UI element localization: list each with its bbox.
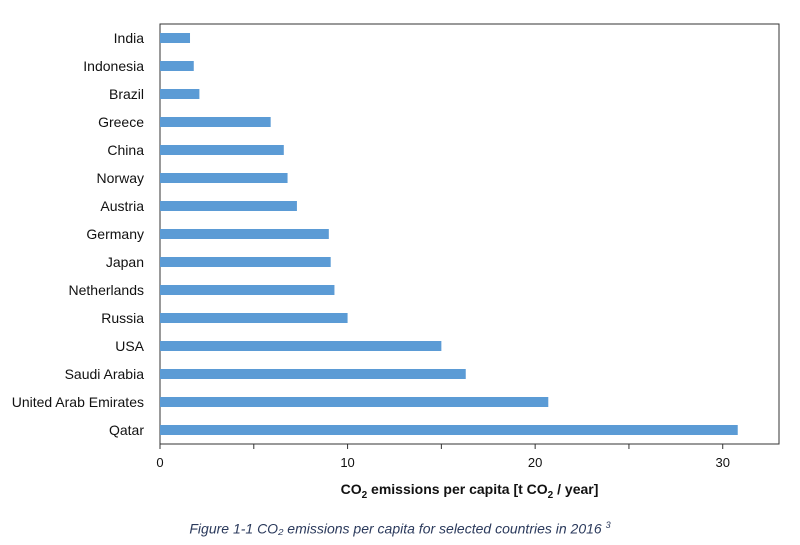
category-label: Brazil xyxy=(109,86,144,102)
bar-greece xyxy=(160,117,271,127)
category-label: USA xyxy=(115,338,144,354)
category-label: Austria xyxy=(100,198,144,214)
x-axis-ticks: 0 10 20 30 xyxy=(156,444,730,470)
x-tick-label: 20 xyxy=(528,455,542,470)
category-label: Saudi Arabia xyxy=(65,366,145,382)
bar-brazil xyxy=(160,89,200,99)
bar-japan xyxy=(160,257,331,267)
bar-norway xyxy=(160,173,288,183)
caption-footnote-ref: 3 xyxy=(605,520,611,530)
bar-russia xyxy=(160,313,348,323)
category-label: Netherlands xyxy=(69,282,145,298)
x-axis-title: CO2 emissions per capita [t CO2 / year] xyxy=(340,481,599,501)
bar-chart: India Indonesia Brazil Greece China Norway Aus… xyxy=(12,23,780,470)
category-label: India xyxy=(114,30,145,46)
bar-netherlands xyxy=(160,285,335,295)
category-label: Russia xyxy=(101,310,144,326)
x-tick-label: 10 xyxy=(340,455,354,470)
bar-usa xyxy=(160,341,442,351)
category-label: Greece xyxy=(98,114,144,130)
bar-austria xyxy=(160,201,297,211)
bars xyxy=(160,33,738,435)
bar-united-arab-emirates xyxy=(160,397,549,407)
category-label: United Arab Emirates xyxy=(12,394,144,410)
category-label: Norway xyxy=(97,170,144,186)
category-label: Japan xyxy=(106,254,144,270)
category-label: China xyxy=(107,142,144,158)
x-tick-label: 30 xyxy=(715,455,729,470)
x-tick-label: 0 xyxy=(156,455,163,470)
category-label: Germany xyxy=(86,226,144,242)
figure-caption: Figure 1-1 CO₂ emissions per capita for … xyxy=(189,520,611,537)
bar-indonesia xyxy=(160,61,194,71)
bar-india xyxy=(160,33,191,43)
category-label: Indonesia xyxy=(83,58,144,74)
bar-qatar xyxy=(160,425,738,435)
category-label: Qatar xyxy=(109,422,144,438)
bar-germany xyxy=(160,229,329,239)
bar-saudi-arabia xyxy=(160,369,466,379)
category-labels: India Indonesia Brazil Greece China Norway Aus… xyxy=(12,30,145,438)
bar-china xyxy=(160,145,284,155)
